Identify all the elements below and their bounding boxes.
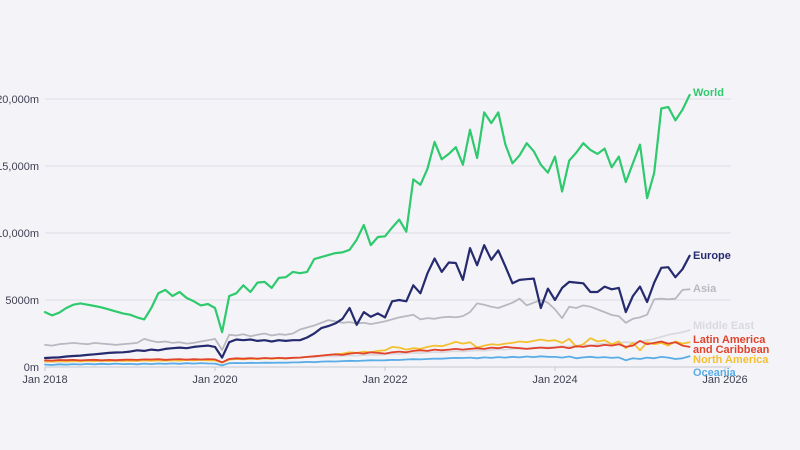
series-label-latin-america-and-caribbean[interactable]: Latin America	[693, 334, 766, 346]
x-tick-label: Jan 2024	[532, 374, 577, 386]
series-label-oceania[interactable]: Oceania	[693, 367, 737, 379]
series-line-world[interactable]	[43, 93, 691, 334]
series-line-oceania[interactable]	[44, 355, 691, 367]
series-label-asia[interactable]: Asia	[693, 283, 717, 295]
x-tick-label: Jan 2026	[702, 374, 747, 386]
series-line-europe[interactable]	[43, 244, 691, 360]
series-label-north-america[interactable]: North America	[693, 354, 769, 366]
y-tick-label: 15,000m	[0, 161, 39, 173]
y-tick-label: 10,000m	[0, 228, 39, 240]
x-tick-label: Jan 2020	[192, 374, 237, 386]
series-label-middle-east[interactable]: Middle East	[693, 320, 754, 332]
series-line-asia[interactable]	[44, 288, 691, 351]
x-tick-label: Jan 2022	[362, 374, 407, 386]
series-line-latin-america-and-caribbean[interactable]	[44, 339, 691, 364]
series-label-europe[interactable]: Europe	[693, 250, 731, 262]
y-tick-label: 20,000m	[0, 94, 39, 106]
series-line-north-america[interactable]	[44, 337, 691, 364]
y-tick-label: 5000m	[5, 295, 39, 307]
x-tick-label: Jan 2018	[22, 374, 67, 386]
y-tick-label: 0m	[24, 362, 39, 374]
series-label-world[interactable]: World	[693, 87, 724, 99]
series-label-latin-america-and-caribbean[interactable]: and Caribbean	[693, 344, 770, 356]
